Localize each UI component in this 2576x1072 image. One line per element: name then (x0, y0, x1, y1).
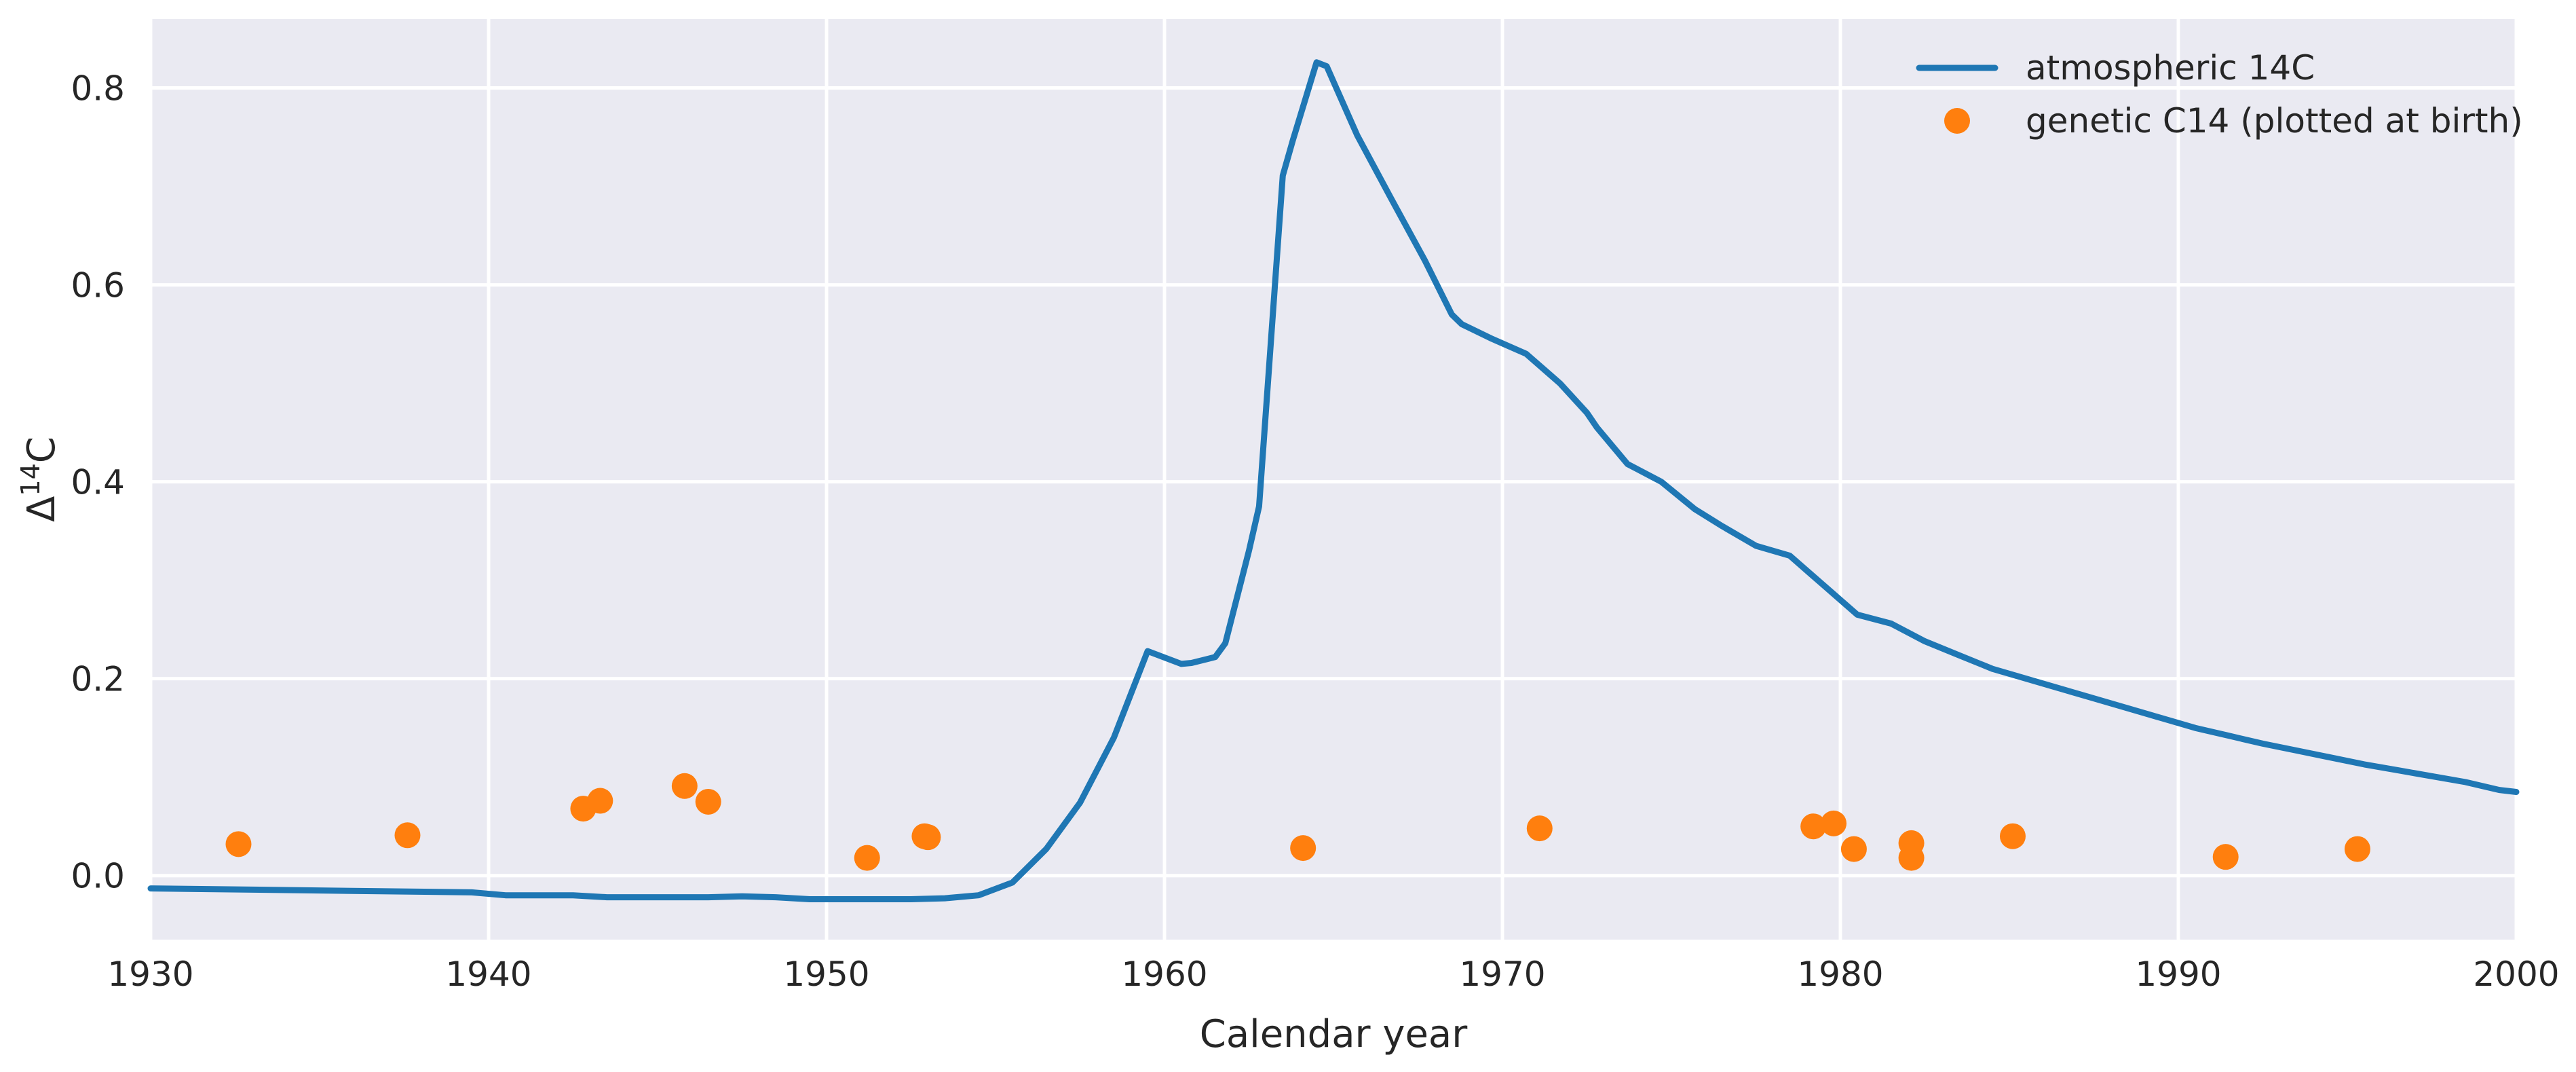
x-tick-label: 1980 (1797, 955, 1883, 994)
y-tick-label: 0.8 (71, 69, 125, 109)
y-tick-label: 0.6 (71, 266, 125, 306)
atmospheric-14c-line (147, 59, 2520, 902)
legend-label-line: atmospheric 14C (2026, 48, 2315, 88)
x-axis-label: Calendar year (1200, 1012, 1469, 1056)
genetic-c14-point (2344, 836, 2370, 862)
y-axis-label-tail: C (20, 437, 64, 463)
y-axis-label-base: Δ (20, 496, 64, 522)
legend-dot-swatch (1944, 108, 1970, 134)
y-tick-label: 0.4 (71, 463, 125, 502)
x-axis-ticks: 1930 1940 1950 1960 1970 1980 1990 2000 (107, 955, 2559, 994)
plot-background (151, 19, 2516, 940)
legend-label-scatter: genetic C14 (plotted at birth) (2026, 101, 2523, 141)
y-axis-label-sup: 14 (16, 463, 45, 496)
genetic-c14-point (695, 788, 721, 815)
genetic-c14-point (1290, 835, 1317, 862)
y-axis-ticks: 0.0 0.2 0.4 0.6 0.8 (71, 69, 125, 896)
genetic-c14-point (394, 822, 421, 849)
genetic-c14-point (1999, 823, 2026, 849)
x-tick-label: 1960 (1121, 955, 1207, 994)
genetic-c14-point (915, 824, 941, 851)
x-tick-label: 1990 (2135, 955, 2221, 994)
y-tick-label: 0.0 (71, 857, 125, 896)
genetic-c14-point (1800, 813, 1827, 840)
genetic-c14-point (587, 788, 613, 814)
genetic-c14-point (671, 773, 698, 799)
genetic-c14-point (1526, 815, 1553, 842)
x-tick-label: 1930 (107, 955, 193, 994)
y-tick-label: 0.2 (71, 660, 125, 699)
genetic-c14-point (1840, 836, 1867, 862)
genetic-c14-point (2212, 844, 2239, 870)
x-tick-label: 2000 (2473, 955, 2559, 994)
genetic-c14-point (1821, 810, 1847, 836)
y-axis-label: Δ14C (16, 437, 64, 522)
x-tick-label: 1940 (445, 955, 531, 994)
x-tick-label: 1970 (1459, 955, 1545, 994)
genetic-c14-point (225, 831, 252, 857)
series-layer (147, 59, 2520, 902)
genetic-c14-point (1898, 845, 1925, 871)
x-tick-label: 1950 (783, 955, 869, 994)
genetic-c14-point (854, 845, 880, 871)
legend: atmospheric 14C genetic C14 (plotted at … (1916, 48, 2523, 141)
